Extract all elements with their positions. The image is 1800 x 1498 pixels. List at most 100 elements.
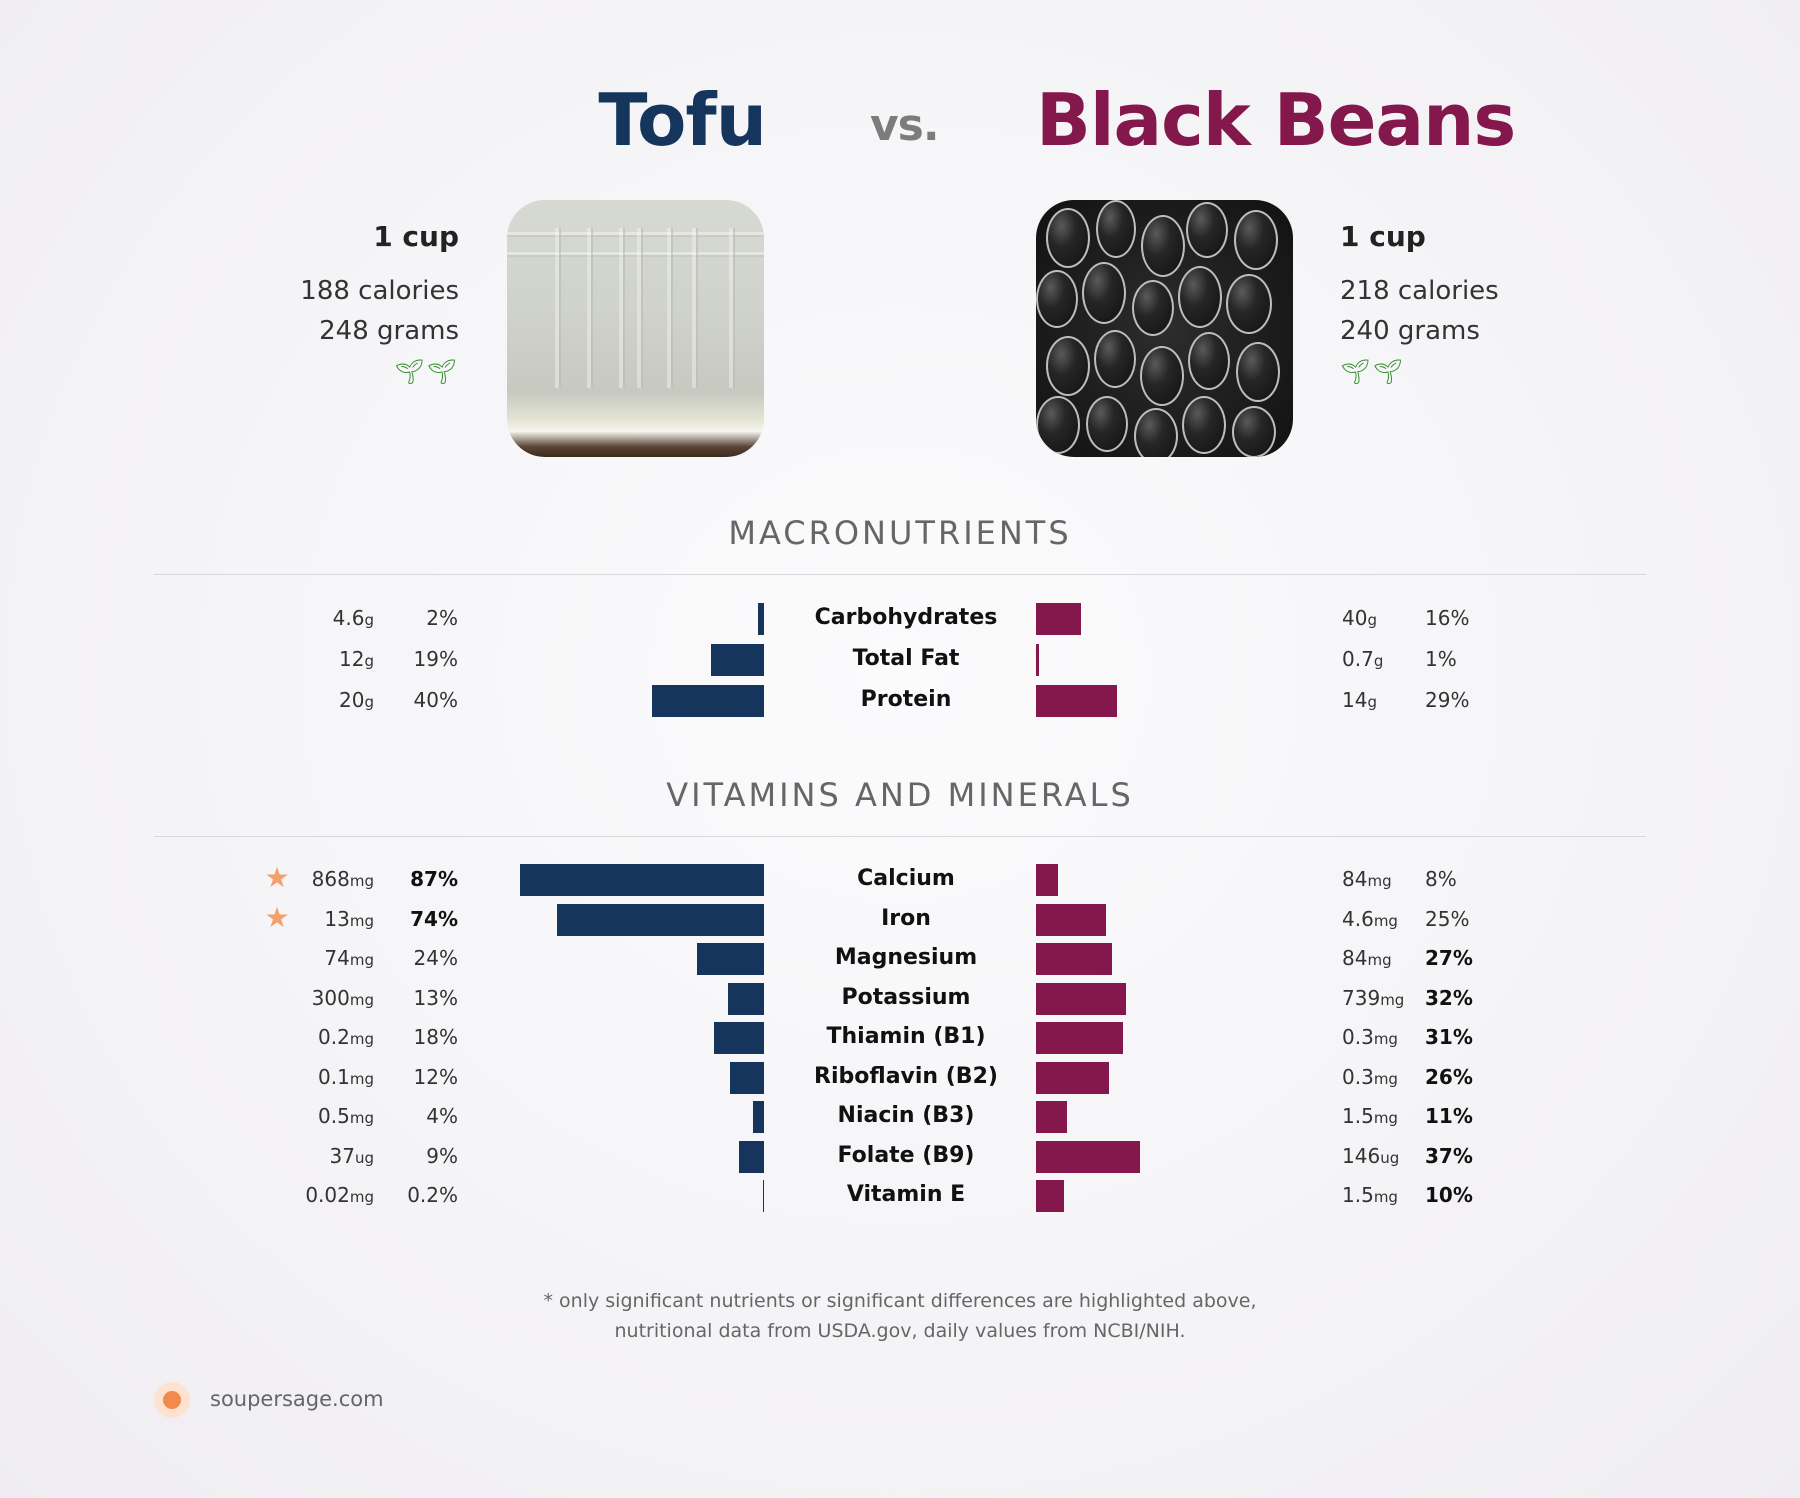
sprout-icon: 🌱︎ (394, 358, 427, 386)
right-bar (1036, 982, 1126, 1015)
left-daily-value: 40% (413, 688, 458, 712)
macronutrients-heading: MACRONUTRIENTS (728, 514, 1072, 552)
right-bar (1036, 1061, 1109, 1094)
unit-label: mg (349, 951, 374, 969)
unit-label: mg (349, 1109, 374, 1127)
footnote-line: nutritional data from USDA.gov, daily va… (614, 1320, 1186, 1342)
left-daily-value: 4% (426, 1104, 458, 1128)
left-amount: 0.1mg (318, 1064, 374, 1089)
unit-label: g (364, 611, 374, 629)
right-grams: 240 grams (1340, 316, 1480, 346)
left-bar (730, 1061, 764, 1094)
bean-shape (1096, 200, 1136, 258)
sprout-icon: 🌱︎ (1340, 358, 1373, 386)
unit-label: g (1367, 693, 1377, 711)
bean-shape (1036, 396, 1080, 454)
right-bar (1036, 1140, 1140, 1173)
bean-shape (1188, 332, 1230, 390)
unit-label: g (1367, 611, 1377, 629)
bean-shape (1094, 330, 1136, 388)
right-daily-value: 16% (1425, 606, 1470, 630)
left-daily-value: 12% (413, 1064, 458, 1089)
unit-label: mg (349, 911, 374, 930)
nutrient-label: Carbohydrates (814, 605, 998, 630)
left-calories: 188 calories (300, 276, 459, 306)
footnote-line: * only significant nutrients or signific… (543, 1290, 1257, 1312)
bean-shape (1046, 208, 1090, 268)
left-daily-value: 2% (426, 606, 458, 630)
left-bar (763, 1180, 764, 1212)
right-daily-value: 26% (1425, 1064, 1473, 1089)
nutrient-label: Potassium (841, 984, 971, 1010)
bean-shape (1046, 336, 1090, 396)
right-calories: 218 calories (1340, 276, 1499, 306)
right-bar (1036, 644, 1039, 676)
nutrient-label: Niacin (B3) (837, 1103, 975, 1128)
unit-label: mg (1373, 1069, 1398, 1088)
unit-label: mg (1380, 990, 1405, 1009)
left-amount: 37ug (329, 1143, 374, 1168)
right-bar (1036, 864, 1059, 896)
left-bar (752, 1101, 764, 1133)
right-serving: 1 cup (1340, 220, 1426, 253)
left-amount: 868mg (311, 867, 374, 891)
right-amount: 1.5mg (1342, 1104, 1398, 1128)
right-bar (1036, 1022, 1123, 1054)
unit-label: mg (349, 1188, 374, 1206)
right-amount: 84mg (1342, 867, 1392, 891)
bean-shape (1236, 342, 1280, 402)
unit-label: g (364, 652, 374, 670)
bean-shape (1182, 396, 1226, 454)
unit-label: mg (1373, 1109, 1398, 1127)
brand-link[interactable]: soupersage.com (210, 1387, 384, 1411)
right-amount: 0.3mg (1342, 1064, 1398, 1089)
tofu-image (507, 200, 764, 457)
right-vegan-badge: 🌱︎🌱︎ (1340, 358, 1405, 386)
right-daily-value: 8% (1425, 867, 1457, 891)
left-daily-value: 19% (413, 647, 458, 671)
right-amount: 0.3mg (1342, 1025, 1398, 1049)
left-bar (713, 1022, 764, 1054)
left-bar (652, 685, 764, 717)
right-daily-value: 37% (1425, 1143, 1473, 1168)
unit-label: ug (1380, 1148, 1400, 1167)
bean-shape (1186, 202, 1228, 258)
left-daily-value: 9% (426, 1143, 458, 1168)
star-icon: ★ (264, 861, 290, 894)
nutrient-label: Total Fat (852, 646, 960, 671)
right-bar (1036, 943, 1112, 975)
right-amount: 14g (1342, 688, 1377, 712)
right-amount: 84mg (1342, 946, 1392, 970)
bean-shape (1141, 215, 1185, 277)
footnote: * only significant nutrients or signific… (0, 1286, 1800, 1346)
right-daily-value: 1% (1425, 647, 1457, 671)
sprout-icon: 🌱︎ (426, 358, 459, 386)
nutrient-label: Iron (881, 905, 931, 931)
left-vegan-badge: 🌱︎🌱︎ (394, 358, 459, 386)
unit-label: mg (349, 990, 374, 1009)
unit-label: mg (349, 1069, 374, 1088)
right-bar (1036, 685, 1118, 717)
left-bar (727, 982, 764, 1015)
right-amount: 40g (1342, 606, 1377, 630)
right-bar (1036, 903, 1106, 936)
left-daily-value: 18% (413, 1025, 458, 1049)
bean-shape (1226, 274, 1272, 334)
unit-label: mg (1373, 1188, 1398, 1206)
left-bar (696, 943, 764, 975)
left-bar (738, 1140, 764, 1173)
unit-label: mg (1367, 951, 1392, 969)
right-amount: 0.7g (1342, 647, 1384, 671)
left-daily-value: 74% (410, 906, 458, 931)
bean-shape (1086, 396, 1128, 452)
right-bar (1036, 1101, 1067, 1133)
star-icon: ★ (264, 900, 290, 934)
left-bar (520, 864, 764, 896)
bean-shape (1234, 210, 1278, 270)
unit-label: mg (1373, 1030, 1398, 1048)
left-bar (758, 603, 764, 635)
right-daily-value: 27% (1425, 946, 1473, 970)
nutrient-label: Protein (860, 687, 952, 712)
left-amount: 20g (339, 688, 374, 712)
left-daily-value: 87% (410, 867, 458, 891)
